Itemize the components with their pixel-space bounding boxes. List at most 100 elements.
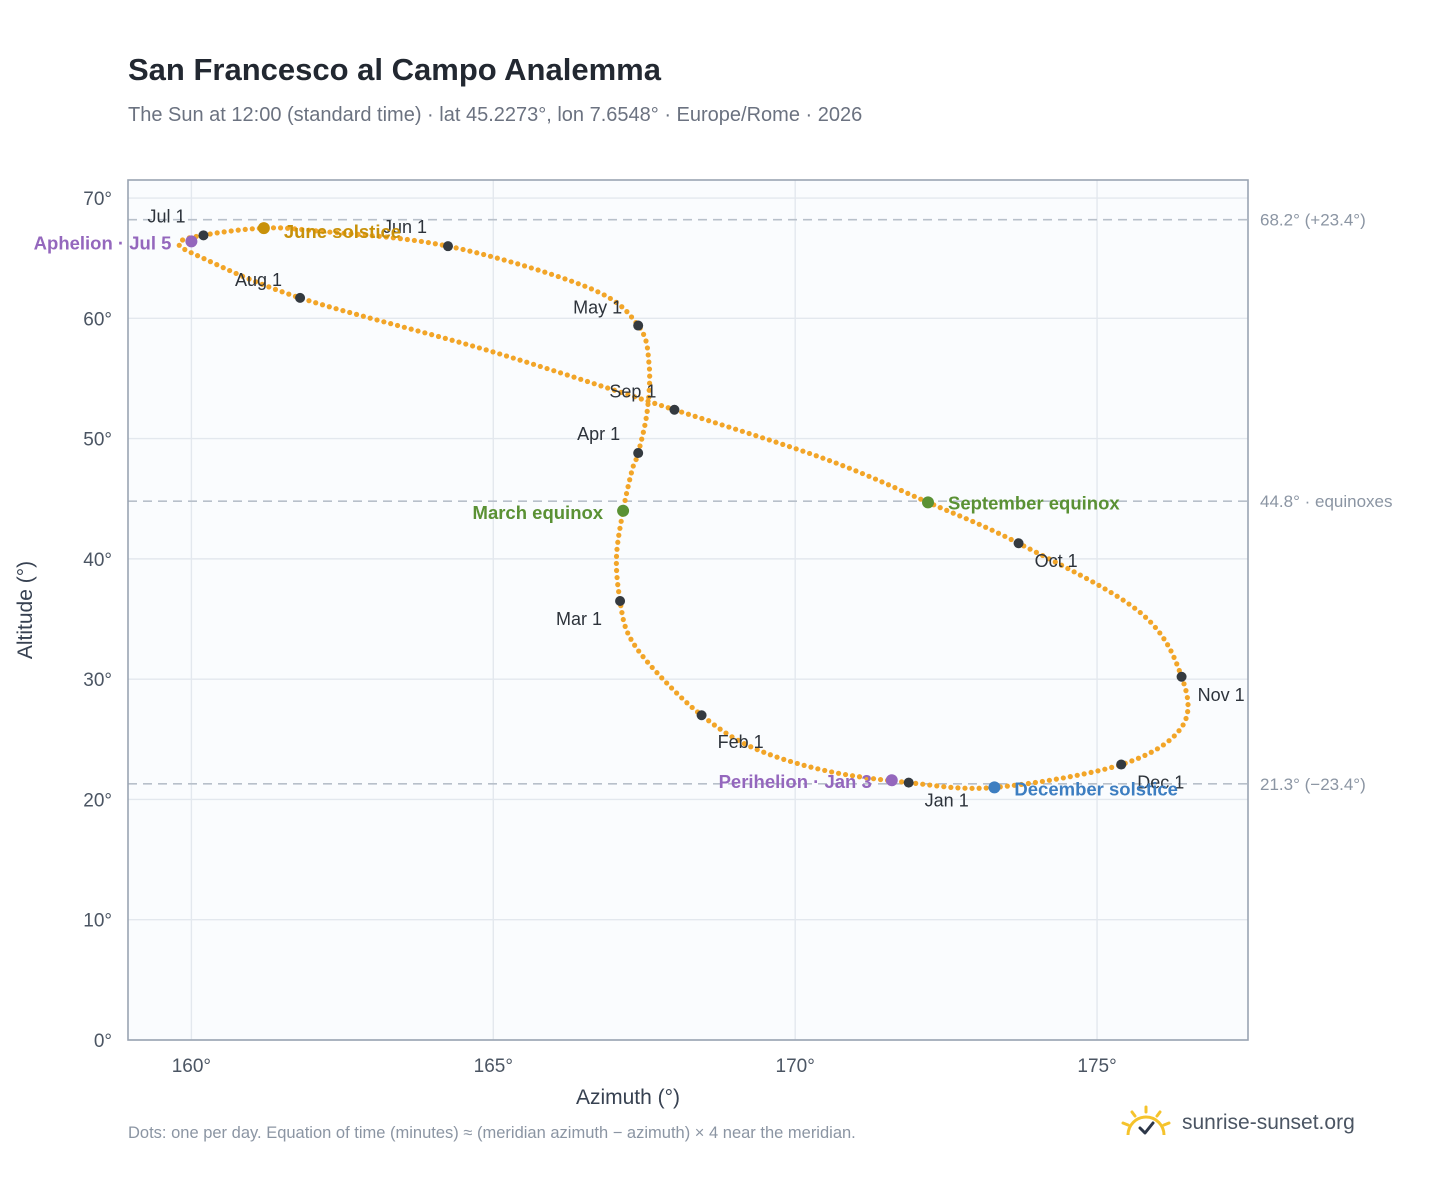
- day-dot: [1067, 774, 1073, 780]
- day-dot: [383, 234, 389, 240]
- day-dot: [767, 752, 773, 758]
- day-dot: [1039, 778, 1045, 785]
- day-dot: [706, 418, 712, 424]
- day-dot: [643, 415, 649, 421]
- day-dot: [476, 345, 482, 351]
- day-dot: [207, 259, 213, 265]
- month-marker-label: Sep 1: [609, 382, 656, 402]
- day-dot: [1161, 636, 1167, 642]
- day-dot: [1074, 772, 1080, 778]
- day-dot: [761, 749, 767, 755]
- reference-line-label: 68.2° (+23.4°): [1260, 211, 1366, 230]
- y-axis-label: Altitude (°): [14, 561, 37, 659]
- day-dot: [719, 422, 725, 428]
- day-dot: [726, 424, 732, 430]
- day-dot: [774, 754, 780, 760]
- day-dot: [524, 359, 530, 365]
- day-dot: [781, 756, 787, 762]
- day-dot: [780, 441, 786, 447]
- day-dot: [544, 365, 550, 372]
- day-dot: [456, 339, 462, 345]
- day-dot: [376, 233, 382, 239]
- day-dot: [1102, 766, 1108, 772]
- day-dot: [259, 281, 265, 287]
- day-dot: [1176, 667, 1182, 674]
- day-dot: [557, 370, 564, 376]
- day-dot: [528, 265, 534, 271]
- day-dot: [625, 392, 631, 398]
- y-tick-label: 0°: [94, 1031, 112, 1052]
- day-dot: [733, 426, 739, 432]
- day-dot: [1081, 771, 1087, 777]
- day-dot: [388, 321, 394, 327]
- day-dot: [442, 335, 448, 341]
- x-axis-label: Azimuth (°): [576, 1086, 680, 1109]
- day-dot: [646, 387, 652, 393]
- day-dot: [646, 394, 652, 400]
- day-dot: [422, 330, 428, 336]
- day-dot: [937, 505, 943, 511]
- day-dot: [905, 490, 911, 497]
- analemma-path: [176, 225, 1191, 791]
- day-dot: [487, 253, 494, 259]
- day-dot: [1185, 701, 1191, 708]
- day-dot: [415, 328, 421, 334]
- day-dot: [401, 324, 407, 330]
- day-dot: [766, 437, 772, 443]
- day-dot: [564, 372, 570, 378]
- month-marker-label: Mar 1: [556, 609, 602, 629]
- day-dot: [1185, 709, 1191, 715]
- day-dot: [1083, 575, 1090, 582]
- day-dot: [806, 450, 813, 457]
- day-dot: [983, 524, 989, 530]
- day-dot: [1154, 746, 1161, 752]
- day-dot: [729, 734, 735, 740]
- day-dot: [631, 394, 638, 400]
- day-dot: [270, 225, 277, 231]
- day-dot: [179, 237, 186, 243]
- day-dot: [706, 718, 712, 724]
- day-dot: [535, 267, 541, 273]
- day-dot: [418, 238, 424, 245]
- day-dot: [658, 402, 665, 409]
- brand-logo[interactable]: sunrise-sunset.org: [1118, 1100, 1355, 1146]
- day-dot: [306, 298, 312, 304]
- day-dot: [644, 408, 650, 414]
- month-marker: [1116, 759, 1127, 770]
- day-dot: [1114, 593, 1120, 599]
- day-dot: [963, 516, 969, 522]
- day-dot: [822, 767, 828, 774]
- y-tick-label: 10°: [83, 911, 112, 932]
- day-dot: [1108, 589, 1114, 596]
- day-dot: [333, 306, 339, 312]
- day-dot: [584, 378, 591, 385]
- day-dot: [562, 276, 568, 282]
- day-dot: [207, 231, 213, 237]
- day-dot: [689, 704, 695, 711]
- day-dot: [616, 532, 622, 538]
- day-dot: [1096, 582, 1102, 589]
- day-dot: [1102, 586, 1108, 592]
- event-marker: [988, 781, 1001, 794]
- day-dot: [1011, 782, 1017, 788]
- day-dot: [613, 567, 620, 574]
- day-dot: [517, 357, 523, 363]
- day-dot: [249, 226, 255, 232]
- day-dot: [794, 760, 800, 767]
- day-dot: [367, 315, 373, 321]
- day-dot: [808, 764, 814, 770]
- event-marker: [922, 496, 934, 509]
- day-dot: [220, 265, 226, 271]
- day-dot: [601, 292, 607, 298]
- grid-lines: [128, 180, 1248, 1041]
- day-dot: [233, 270, 239, 277]
- day-dot: [194, 253, 201, 259]
- day-dot: [1183, 715, 1189, 722]
- y-tick-label: 40°: [83, 550, 112, 571]
- day-dot: [647, 373, 653, 379]
- day-dot: [394, 322, 401, 329]
- event-markers: June solstice December solstice March equi…: [34, 221, 1178, 799]
- day-dot: [188, 250, 194, 256]
- day-dot: [1077, 572, 1083, 578]
- day-dot: [1004, 783, 1010, 789]
